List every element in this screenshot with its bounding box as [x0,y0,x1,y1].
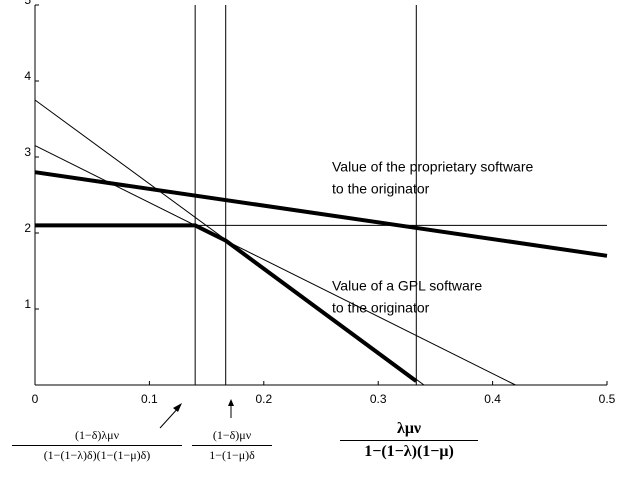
y-tick-label: 3 [24,145,31,159]
formula-denominator: (1−(1−λ)δ)(1−(1−μ)δ) [43,448,151,462]
annotation: Value of the proprietary software [332,159,534,175]
formula: (1−δ)λμν (1−(1−λ)δ)(1−(1−μ)δ) [12,428,182,463]
formula-numerator: (1−δ)μν [192,428,272,446]
formula-numerator: λμν [340,420,478,441]
formula-denominator: 1−(1−λ)(1−μ) [364,443,454,460]
annotation: to the originator [332,300,430,316]
formula: (1−δ)μν 1−(1−μ)δ [192,428,272,463]
formula-numerator: (1−δ)λμν [12,428,182,446]
x-tick-label: 0 [32,392,39,406]
line [34,145,516,386]
arrow-head [228,399,234,406]
annotation: to the originator [332,181,430,197]
x-tick-label: 0.2 [255,392,272,406]
y-tick-label: 2 [24,221,31,235]
annotation: Value of a GPL software [332,278,482,294]
x-tick-label: 0.5 [599,392,616,406]
y-tick-label: 1 [24,297,31,311]
formula-denominator: 1−(1−μ)δ [209,448,255,462]
x-tick-label: 0.3 [370,392,387,406]
y-tick-label: 5 [24,0,31,7]
y-tick-label: 4 [24,69,31,83]
x-tick-label: 0.1 [141,392,158,406]
arrow-head [173,403,182,412]
line [34,170,608,258]
x-tick-label: 0.4 [484,392,501,406]
formula: λμν 1−(1−λ)(1−μ) [340,420,478,461]
